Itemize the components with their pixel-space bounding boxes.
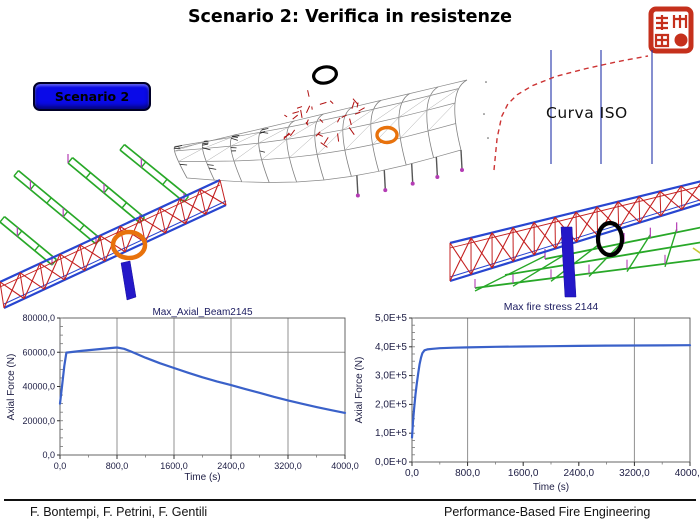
scenario-button-label: Scenario 2 [54, 89, 130, 104]
svg-text:3,0E+5: 3,0E+5 [375, 371, 407, 382]
svg-text:3200,0: 3200,0 [274, 461, 302, 471]
truss-right-black-circle-annotation [595, 220, 625, 258]
svg-text:Time (s): Time (s) [533, 482, 569, 493]
column-node-1 [383, 188, 388, 193]
truss-detail-right [449, 180, 700, 298]
column-node-3 [435, 174, 440, 179]
svg-text:800,0: 800,0 [455, 468, 480, 479]
chart-max-fire-stress: 0,0 800,0 1600,0 2400,0 3200,0 4000,0 0,0E+0 1,… [354, 301, 700, 493]
svg-text:4000,0: 4000,0 [675, 468, 700, 479]
roof-structure-wireframe [173, 65, 468, 198]
column-node-0 [355, 193, 360, 198]
svg-text:Time (s): Time (s) [184, 472, 220, 483]
svg-text:800,0: 800,0 [106, 461, 129, 471]
roof-orange-circle-annotation [375, 125, 399, 145]
svg-text:2400,0: 2400,0 [217, 461, 245, 471]
svg-text:1600,0: 1600,0 [508, 468, 539, 479]
svg-text:2400,0: 2400,0 [564, 468, 595, 479]
svg-text:2,0E+5: 2,0E+5 [375, 399, 407, 410]
svg-text:0,0E+0: 0,0E+0 [375, 457, 407, 468]
iso-curve-label: Curva ISO [546, 104, 628, 122]
svg-text:Axial Force (N): Axial Force (N) [6, 354, 17, 421]
svg-text:0,0: 0,0 [54, 461, 67, 471]
svg-text:0,0: 0,0 [405, 468, 419, 479]
svg-text:5,0E+5: 5,0E+5 [375, 313, 407, 324]
red-seal-stamp-icon [648, 6, 694, 54]
svg-text:80000,0: 80000,0 [22, 313, 55, 323]
column-node-4 [460, 168, 464, 172]
svg-text:1,0E+5: 1,0E+5 [375, 428, 407, 439]
truss-left-orange-circle-annotation [110, 229, 148, 261]
svg-text:4000,0: 4000,0 [331, 461, 359, 471]
stamp-dot [674, 33, 688, 47]
column-node-2 [410, 181, 415, 186]
footer-authors: F. Bontempi, F. Petrini, F. Gentili [30, 505, 208, 519]
svg-text:Axial Force (N): Axial Force (N) [354, 357, 365, 424]
footer-divider [4, 499, 696, 501]
svg-text:40000,0: 40000,0 [22, 382, 55, 392]
footer-credit: Performance-Based Fire Engineering [444, 505, 651, 519]
svg-text:1600,0: 1600,0 [160, 461, 188, 471]
scenario-button[interactable]: Scenario 2 [33, 82, 151, 111]
support-column [560, 226, 577, 298]
svg-text:Max fire stress 2144: Max fire stress 2144 [504, 301, 599, 313]
svg-text:3200,0: 3200,0 [619, 468, 650, 479]
svg-text:0,0: 0,0 [42, 450, 55, 460]
iso-curve-panel [483, 50, 653, 171]
truss-detail-left [0, 143, 227, 309]
slide-title: Scenario 2: Verifica in resistenze [187, 7, 513, 27]
svg-text:4,0E+5: 4,0E+5 [375, 342, 407, 353]
svg-text:60000,0: 60000,0 [22, 347, 55, 357]
svg-text:20000,0: 20000,0 [22, 416, 55, 426]
chart-max-axial-beam: 0,0 800,0 1600,0 2400,0 3200,0 4000,0 0,0 20000… [6, 307, 359, 483]
svg-text:Max_Axial_Beam2145: Max_Axial_Beam2145 [152, 307, 252, 318]
support-column [120, 260, 137, 301]
roof-black-circle-annotation [312, 65, 338, 85]
